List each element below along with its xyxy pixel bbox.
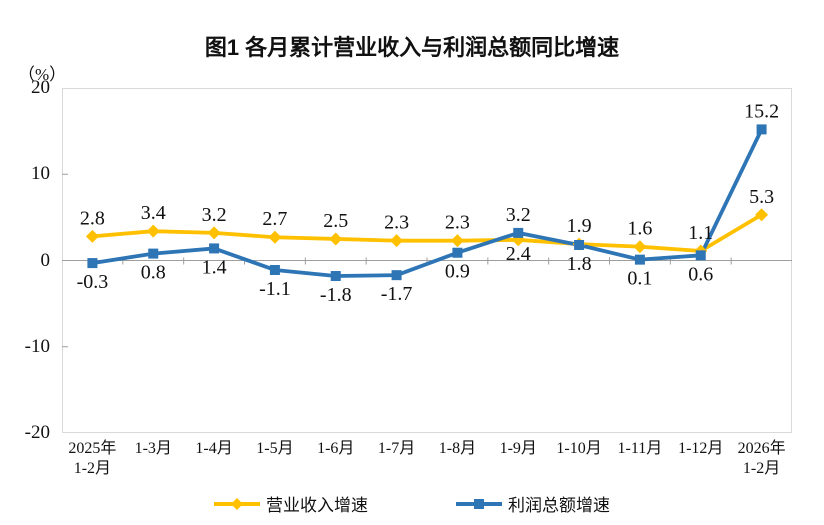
data-label: -1.8 [320, 284, 352, 306]
data-point-marker-square [513, 227, 524, 238]
data-point-marker-diamond [390, 234, 404, 248]
data-label: 2.5 [323, 210, 348, 232]
data-label: 1.9 [567, 215, 592, 237]
data-point-marker-square [695, 250, 706, 261]
x-axis-label: 1-8月 [438, 440, 477, 457]
legend-entry-revenue: 营业收入增速 [214, 491, 368, 516]
data-label: 1.8 [567, 253, 592, 275]
y-axis-tick-label: 20 [31, 77, 50, 98]
series-line-profit [90, 127, 764, 278]
data-point-marker-square [756, 124, 767, 135]
legend-diamond-marker-icon [214, 497, 260, 510]
x-axis-label: 1-12月 [678, 440, 724, 457]
x-axis-label: 1-9月 [499, 440, 537, 457]
data-label: 3.4 [141, 202, 166, 224]
data-point-marker-diamond [633, 240, 647, 254]
y-axis-tick-label: 10 [31, 163, 50, 185]
data-label: 2.3 [445, 212, 470, 234]
data-label: 1.4 [202, 256, 227, 278]
data-label: -1.7 [381, 283, 413, 305]
data-point-marker-diamond [85, 229, 99, 243]
data-label: 0.1 [627, 268, 652, 290]
chart-legend: 营业收入增速 利润总额增速 [0, 491, 824, 516]
legend-square-marker-icon [456, 498, 502, 509]
data-label: 0.8 [141, 262, 166, 284]
legend-label: 营业收入增速 [266, 496, 368, 515]
data-label: 1.6 [627, 218, 652, 240]
x-axis-label: 1-6月 [317, 440, 355, 457]
data-label: 2.3 [384, 212, 409, 234]
data-label: -0.3 [77, 271, 109, 293]
data-point-marker-diamond [146, 224, 160, 238]
data-label: 1.1 [688, 222, 713, 244]
data-label: 0.6 [688, 263, 713, 285]
data-label: 3.2 [202, 204, 227, 226]
data-label: 2.7 [262, 208, 287, 230]
data-label: 3.2 [506, 204, 531, 226]
data-label: 2.8 [80, 207, 105, 229]
x-axis-label: 1-7月 [377, 440, 416, 457]
data-point-marker-square [209, 243, 220, 254]
x-axis-label: 1-3月 [134, 440, 172, 457]
data-label: 5.3 [749, 186, 774, 208]
series-line-revenue [90, 212, 764, 253]
data-point-marker-square [634, 254, 645, 265]
data-label: 15.2 [744, 100, 779, 122]
chart-title: 图1 各月累计营业收入与利润总额同比增速 [204, 35, 620, 60]
data-label: 0.9 [445, 261, 470, 283]
data-point-marker-square [391, 270, 402, 281]
y-axis-unit-label: （%） [18, 65, 67, 84]
x-axis-label: 2025年 1-2月 [68, 440, 117, 477]
y-axis-tick-label: -10 [24, 335, 50, 357]
data-point-marker-square [269, 264, 280, 275]
data-point-marker-diamond [755, 208, 769, 222]
data-point-marker-diamond [268, 230, 282, 244]
x-axis-label: 1-11月 [617, 440, 663, 457]
y-axis-tick-label: 0 [40, 249, 51, 271]
data-point-marker-square [330, 271, 341, 282]
data-point-marker-square [574, 239, 585, 250]
data-label: 2.4 [506, 243, 531, 265]
x-axis-label: 1-10月 [556, 440, 602, 457]
data-point-marker-diamond [329, 232, 343, 246]
data-point-marker-diamond [207, 226, 221, 240]
x-axis-label: 1-5月 [256, 440, 294, 457]
data-point-marker-square [452, 247, 463, 258]
legend-entry-profit: 利润总额增速 [456, 491, 610, 516]
data-point-marker-diamond [450, 234, 464, 248]
y-axis-tick-label: -20 [24, 422, 50, 443]
data-point-marker-square [148, 248, 159, 259]
data-label: -1.1 [259, 278, 291, 300]
x-axis-label: 2026年 1-2月 [737, 440, 786, 477]
data-point-marker-square [87, 258, 98, 269]
legend-label: 利润总额增速 [508, 496, 610, 515]
x-axis-label: 1-4月 [195, 440, 233, 457]
